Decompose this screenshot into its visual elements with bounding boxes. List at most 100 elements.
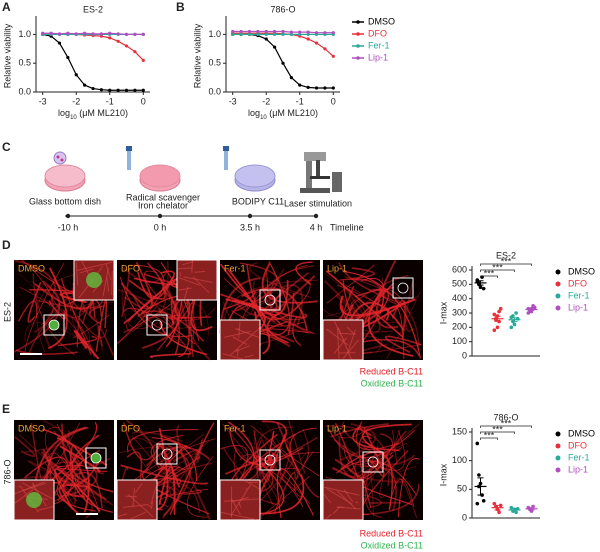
- membrane-signal: [62, 462, 85, 498]
- chart-title: 786-O: [270, 4, 295, 14]
- membrane-signal: [183, 489, 202, 495]
- data-point: [133, 88, 137, 92]
- membrane-signal: [222, 423, 279, 505]
- data-point: [289, 30, 293, 34]
- membrane-signal: [264, 284, 303, 327]
- membrane-signal: [123, 288, 153, 309]
- data-point: [323, 86, 327, 90]
- roi-box: [156, 443, 178, 465]
- data-point: [475, 441, 480, 446]
- zoom-texture: [22, 482, 54, 500]
- legend-label: DFO: [568, 278, 587, 288]
- membrane-signal: [272, 439, 320, 477]
- zoom-texture: [38, 506, 54, 511]
- y-tick-label: 0: [462, 350, 467, 360]
- roi-spot: [264, 294, 276, 306]
- x-label-part: (μM ML210): [267, 108, 318, 118]
- panel-label: E: [2, 402, 10, 416]
- data-point: [116, 39, 120, 43]
- oxidized-signal: [26, 492, 42, 508]
- legend-label: DMSO: [568, 266, 595, 276]
- microscope-icon: [316, 160, 320, 176]
- x-tick-label: -1: [106, 96, 114, 106]
- roi-box: [43, 314, 65, 336]
- membrane-signal: [234, 437, 273, 477]
- legend-swatch: [555, 431, 561, 437]
- significance-label: ***: [484, 268, 495, 278]
- legend-swatch: [555, 455, 561, 461]
- y-tick-label: 200: [452, 322, 467, 332]
- significance-label: ***: [492, 424, 503, 434]
- membrane-signal: [128, 279, 166, 300]
- zoom-texture: [18, 485, 21, 488]
- legend-swatch: [555, 281, 561, 287]
- data-point: [514, 311, 518, 315]
- membrane-signal: [169, 422, 215, 515]
- membrane-signal: [332, 424, 373, 439]
- data-point: [306, 30, 310, 34]
- membrane-signal: [383, 305, 405, 359]
- membrane-signal: [30, 267, 54, 325]
- membrane-signal: [72, 301, 114, 338]
- data-point: [99, 88, 103, 92]
- membrane-signal: [44, 462, 78, 502]
- series-line: [42, 33, 144, 91]
- membrane-signal: [361, 450, 409, 516]
- data-point: [264, 32, 268, 37]
- legend-label: Fer-1: [568, 452, 590, 462]
- membrane-signal: [56, 437, 108, 467]
- micrograph: DFO: [116, 259, 218, 361]
- data-point: [323, 31, 327, 35]
- membrane-signal: [123, 267, 168, 284]
- zoom-texture: [332, 506, 340, 515]
- data-point: [314, 31, 319, 35]
- membrane-signal: [16, 475, 114, 506]
- data-point: [492, 501, 497, 506]
- data-point: [509, 325, 514, 330]
- legend-swatch: [555, 467, 561, 473]
- membrane-signal: [249, 262, 311, 299]
- data-point: [124, 88, 129, 92]
- series-line: [232, 33, 334, 89]
- data-point: [256, 29, 260, 34]
- series-line: [232, 32, 334, 57]
- membrane-signal: [46, 456, 107, 501]
- y-tick-label: 100: [452, 455, 467, 465]
- x-tick-label: -3: [39, 96, 47, 106]
- membrane-signal: [246, 264, 308, 311]
- membrane-signal: [24, 263, 65, 352]
- zoom-texture: [223, 330, 251, 338]
- membrane-signal: [59, 445, 101, 473]
- roi-spot: [397, 282, 409, 294]
- micrograph: Lip-1: [322, 420, 423, 521]
- membrane-signal: [123, 270, 175, 325]
- membrane-signal: [231, 291, 272, 317]
- stain-caption: Oxidized B-C11: [361, 540, 423, 550]
- zoom-texture: [194, 270, 206, 273]
- micrograph: DFO: [116, 419, 217, 521]
- membrane-signal: [95, 299, 107, 352]
- membrane-signal: [358, 435, 372, 508]
- data-point: [497, 309, 501, 314]
- data-point: [475, 501, 480, 506]
- data-point: [141, 32, 145, 37]
- membrane-signal: [118, 446, 188, 505]
- membrane-signal: [351, 267, 376, 280]
- membrane-signal: [228, 426, 304, 465]
- roi-box: [362, 451, 384, 473]
- zoom-texture: [322, 493, 331, 504]
- stain-caption: Oxidized B-C11: [361, 378, 423, 388]
- data-point: [306, 37, 310, 41]
- membrane-signal: [397, 458, 420, 517]
- membrane-signal: [261, 263, 318, 304]
- membrane-signal: [121, 288, 158, 330]
- membrane-signal: [127, 428, 199, 453]
- significance-label: ***: [492, 262, 503, 272]
- membrane-signal: [386, 291, 421, 359]
- membrane-signal: [132, 294, 188, 330]
- zoom-texture: [117, 513, 128, 517]
- membrane-signal: [166, 469, 178, 485]
- micrograph: DMSO: [13, 259, 115, 360]
- zoom-texture: [32, 483, 35, 487]
- data-point: [281, 32, 285, 37]
